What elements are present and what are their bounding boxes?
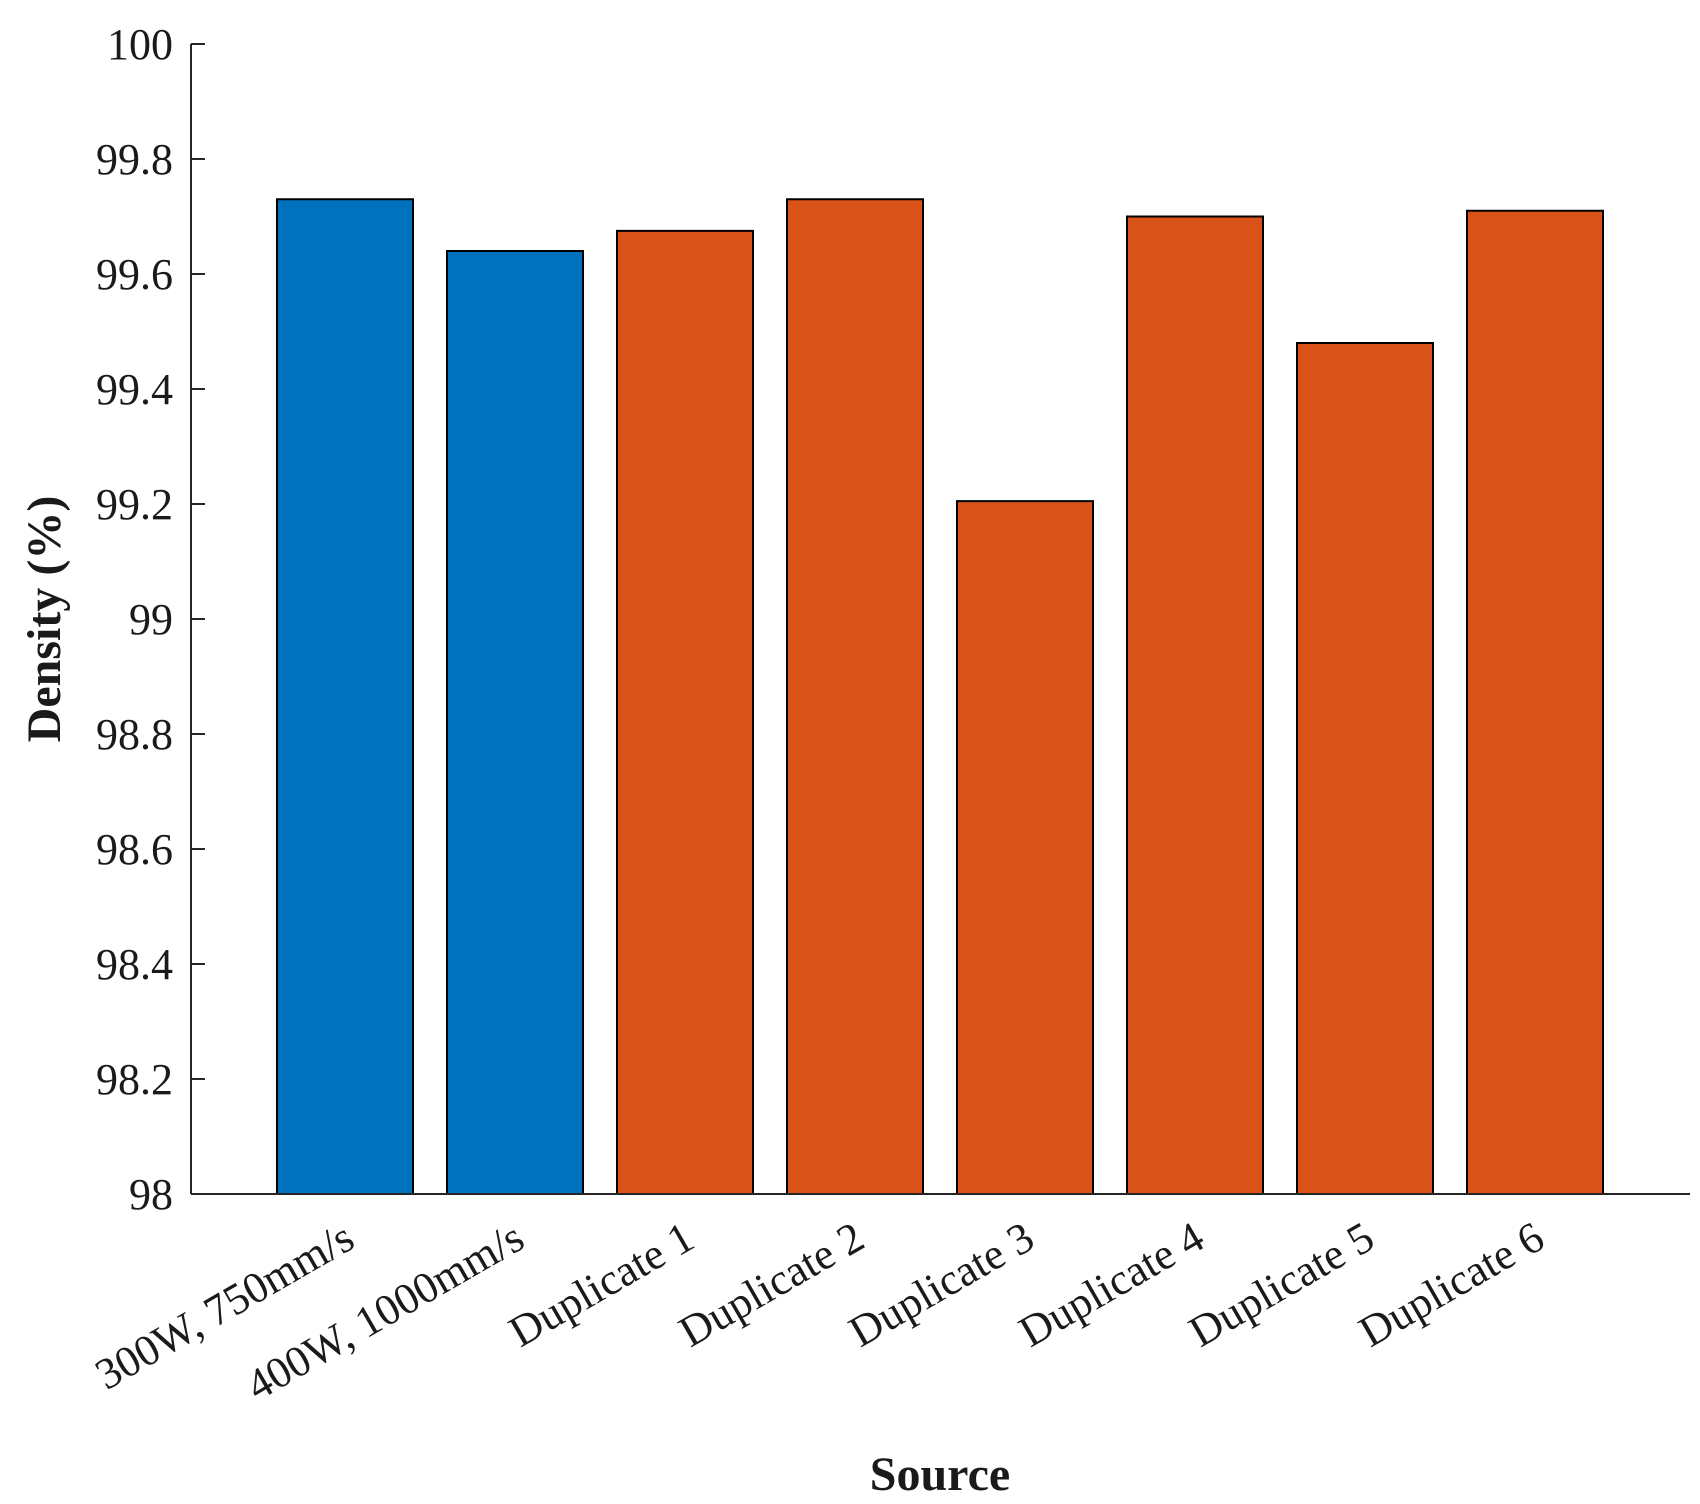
bar-6 xyxy=(1126,215,1264,1195)
y-ticks: 98 98.2 98.4 98.6 98.8 99 99.2 99.4 99.6 99.8 100 xyxy=(96,20,205,1219)
y-tick-label-3: 98.4 xyxy=(96,940,173,989)
bars-layer xyxy=(276,198,1604,1195)
y-axis-title: Density (%) xyxy=(18,496,71,743)
y-tick-label-5: 98.8 xyxy=(96,710,173,759)
x-axis-title: Source xyxy=(870,1448,1010,1501)
y-tick-label-8: 99.4 xyxy=(96,365,173,414)
x-tick-label-5: Duplicate 3 xyxy=(841,1212,1042,1356)
y-tick-label-7: 99.2 xyxy=(96,480,173,529)
axes-layer xyxy=(190,44,1690,1195)
y-tick-label-2: 98.2 xyxy=(96,1055,173,1104)
x-tick-label-6: Duplicate 4 xyxy=(1011,1212,1212,1356)
x-tick-label-3: Duplicate 1 xyxy=(501,1212,702,1356)
bar-5 xyxy=(956,500,1094,1195)
bar-1 xyxy=(276,198,414,1195)
y-tick-label-6: 99 xyxy=(129,595,173,644)
bar-7 xyxy=(1296,342,1434,1195)
y-tick-label-1: 98 xyxy=(129,1170,173,1219)
y-tick-label-10: 99.8 xyxy=(96,135,173,184)
bar-2 xyxy=(446,250,584,1195)
x-tick-label-7: Duplicate 5 xyxy=(1181,1212,1382,1356)
y-tick-label-9: 99.6 xyxy=(96,250,173,299)
bar-3 xyxy=(616,229,754,1195)
y-tick-label-11: 100 xyxy=(107,20,173,69)
x-tick-label-8: Duplicate 6 xyxy=(1351,1212,1552,1356)
x-tick-label-2: 400W, 1000mm/s xyxy=(238,1212,532,1410)
bar-8 xyxy=(1466,209,1604,1195)
y-tick-label-4: 98.6 xyxy=(96,825,173,874)
x-tick-label-4: Duplicate 2 xyxy=(671,1212,872,1356)
bar-4 xyxy=(786,198,924,1195)
